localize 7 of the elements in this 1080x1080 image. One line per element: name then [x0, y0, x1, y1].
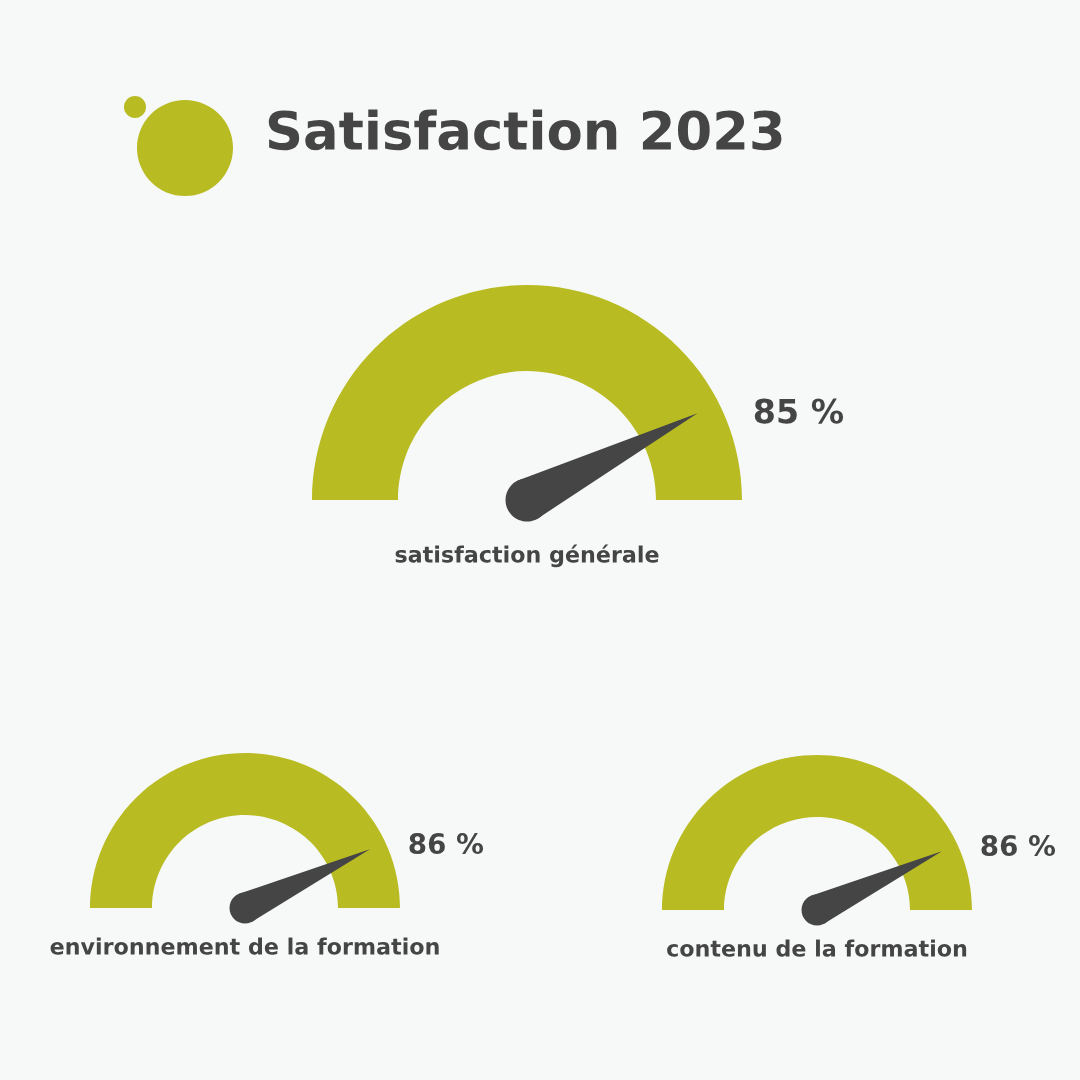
text: satisfaction générale — [395, 544, 659, 568]
text: environnement de la formation — [50, 937, 439, 955]
data-label: 86 % — [981, 835, 1056, 857]
data-label: 85 % — [754, 398, 844, 424]
text: contenu de la formation — [667, 939, 967, 957]
text: Satisfaction 2023 — [268, 109, 782, 151]
data-label: 86 % — [409, 833, 484, 855]
